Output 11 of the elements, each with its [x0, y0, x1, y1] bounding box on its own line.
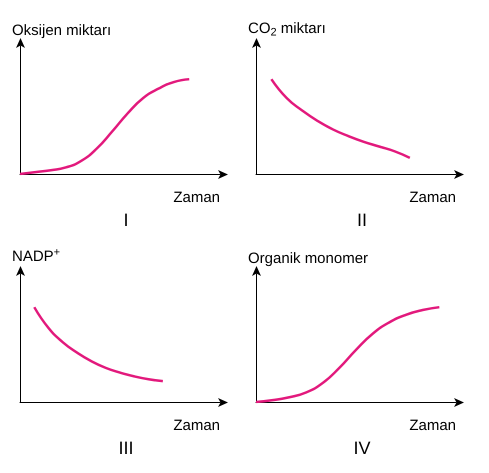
text: IV: [353, 438, 371, 458]
y-axis-title: Oksijen miktarı: [12, 22, 112, 39]
text: III: [118, 438, 134, 458]
x-axis-title: Zaman: [409, 417, 456, 434]
x-axis-title: Zaman: [173, 189, 220, 206]
text: II: [356, 210, 368, 230]
y-axis-title: NADP+: [12, 246, 60, 265]
x-axis-title: Zaman: [409, 189, 456, 206]
text: I: [123, 210, 129, 230]
y-axis-title: Organik monomer: [248, 250, 368, 267]
x-axis-title: Zaman: [173, 417, 220, 434]
